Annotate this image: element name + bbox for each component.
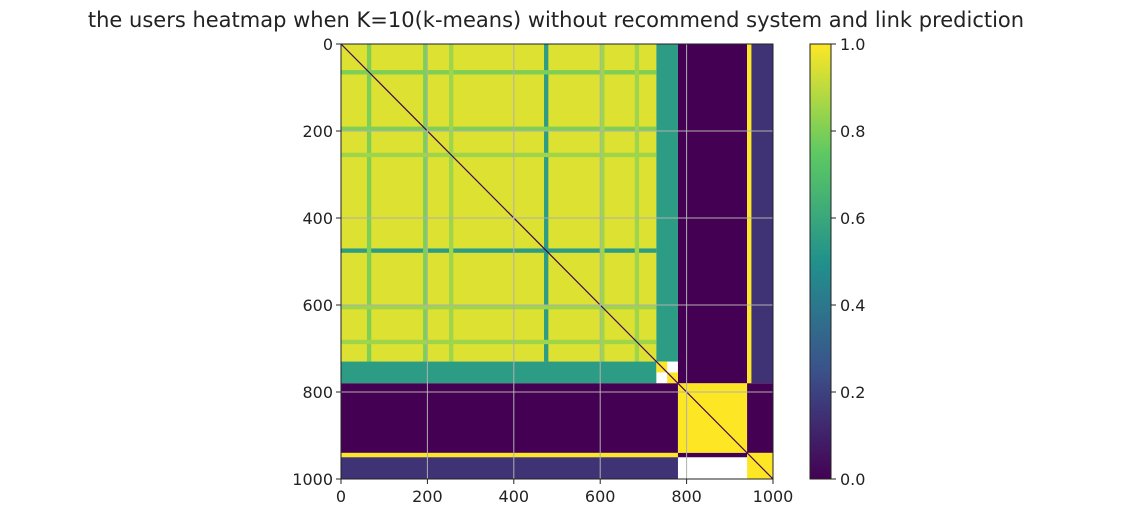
x-tick-label: 400	[499, 487, 530, 506]
heatmap-stripe-col	[449, 44, 454, 362]
heatmap-block	[341, 457, 678, 479]
y-tick-label: 600	[302, 296, 333, 315]
chart-title: the users heatmap when K=10(k-means) wit…	[87, 8, 1025, 32]
colorbar-tick-label: 0.4	[840, 296, 865, 315]
y-tick-label: 200	[302, 122, 333, 141]
colorbar-tick-label: 0.0	[840, 470, 865, 489]
y-tick-label: 400	[302, 209, 333, 228]
heatmap-block	[656, 44, 678, 362]
x-tick-label: 200	[412, 487, 443, 506]
heatmap-block	[677, 452, 748, 458]
x-tick-label: 800	[671, 487, 702, 506]
heatmap-stripe-row	[341, 152, 657, 158]
heatmap-stripe-row	[341, 339, 657, 345]
heatmap-stripe-col	[634, 44, 640, 362]
y-tick-label: 0	[323, 35, 333, 54]
heatmap-block	[747, 383, 773, 453]
heatmap-stripe-row	[341, 305, 657, 310]
x-tick-label: 600	[585, 487, 616, 506]
heatmap-block	[747, 44, 752, 384]
heatmap-diagonal	[340, 43, 774, 480]
colorbar: 0.0 0.2 0.4 0.6 0.8 1.0	[809, 35, 865, 489]
heatmap-stripe-row	[341, 126, 657, 131]
heatmap-stripe-col	[366, 44, 372, 362]
colorbar-tick-label: 1.0	[840, 35, 865, 54]
heatmap-stripe-row	[341, 70, 657, 75]
heatmap-block	[677, 44, 748, 384]
plot-frame	[340, 43, 774, 480]
heatmap-block	[341, 361, 657, 384]
colorbar-tick-label: 0.2	[840, 383, 865, 402]
x-tick-label: 0	[336, 487, 346, 506]
heatmap-block	[341, 383, 678, 453]
heatmap-stripe-col	[600, 44, 605, 362]
heatmap-grid	[341, 44, 773, 479]
colorbar-tick-label: 0.6	[840, 209, 865, 228]
y-tick-label: 800	[302, 383, 333, 402]
heatmap-plot	[340, 43, 774, 480]
heatmap-stripe-row	[341, 248, 657, 253]
heatmap-stripe-col	[544, 44, 549, 362]
y-tick-label: 1000	[292, 470, 333, 489]
colorbar-bar	[809, 43, 832, 480]
colorbar-tick-label: 0.8	[840, 122, 865, 141]
heatmap-block	[341, 452, 678, 458]
x-tick-label: 1000	[753, 487, 794, 506]
heatmap-stripe-col	[423, 44, 428, 362]
heatmap-block	[751, 44, 773, 384]
